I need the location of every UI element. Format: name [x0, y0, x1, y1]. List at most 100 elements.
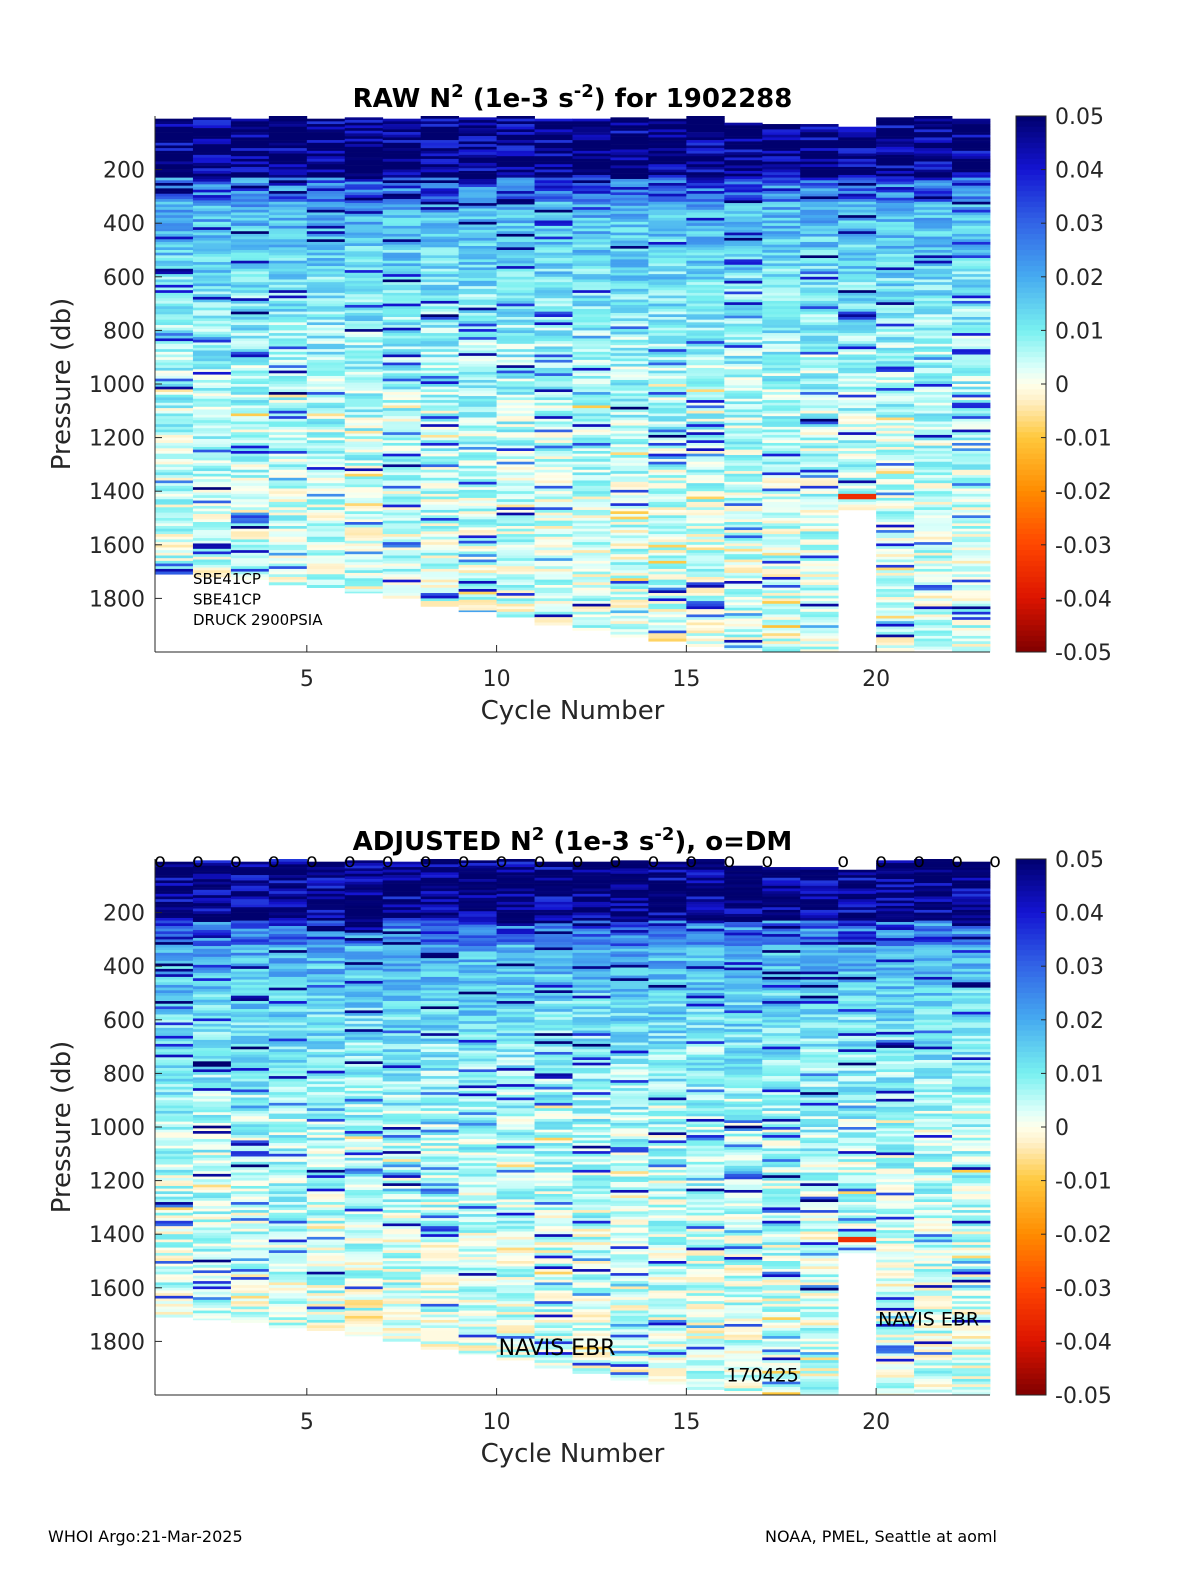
heatmap-cell — [420, 413, 460, 417]
heatmap-cell — [496, 212, 535, 216]
heatmap-cell — [496, 496, 535, 500]
heatmap-cell — [952, 598, 991, 602]
heatmap-cell — [572, 209, 611, 213]
heatmap-cell — [192, 1281, 232, 1285]
heatmap-cell — [192, 970, 232, 974]
heatmap-cell — [420, 520, 460, 524]
heatmap-cell — [572, 231, 611, 235]
heatmap-cell — [724, 516, 763, 520]
heatmap-cell — [610, 524, 649, 528]
heatmap-cell — [306, 142, 346, 146]
heatmap-cell — [572, 295, 611, 299]
heatmap-cell — [268, 1274, 308, 1278]
colorbar-swatch — [1016, 453, 1046, 460]
heatmap-cell — [762, 534, 801, 538]
heatmap-cell — [192, 1106, 232, 1110]
heatmap-cell — [686, 475, 725, 479]
heatmap-cell — [230, 357, 270, 361]
heatmap-cell — [724, 513, 763, 517]
heatmap-cell — [534, 518, 573, 521]
heatmap-cell — [155, 239, 194, 243]
heatmap-cell — [724, 398, 763, 402]
heatmap-cell — [610, 457, 649, 461]
heatmap-cell — [838, 287, 877, 291]
heatmap-cell — [268, 875, 308, 879]
heatmap-cell — [800, 512, 839, 516]
heatmap-cell — [344, 457, 384, 461]
heatmap-cell — [724, 216, 763, 220]
heatmap-cell — [496, 475, 535, 479]
heatmap-cell — [230, 877, 270, 881]
heatmap-cell — [572, 263, 611, 267]
heatmap-cell — [268, 134, 308, 138]
heatmap-cell — [420, 244, 460, 248]
heatmap-cell — [192, 393, 232, 397]
heatmap-cell — [306, 236, 346, 240]
heatmap-cell — [610, 334, 649, 338]
heatmap-cell — [230, 118, 270, 122]
heatmap-cell — [800, 576, 839, 580]
heatmap-cell — [610, 154, 649, 158]
heatmap-cell — [306, 183, 346, 186]
heatmap-cell — [458, 503, 497, 507]
heatmap-cell — [800, 266, 839, 270]
heatmap-cell — [534, 274, 573, 278]
heatmap-cell — [268, 1070, 308, 1074]
heatmap-cell — [155, 121, 194, 125]
heatmap-cell — [344, 264, 384, 268]
heatmap-cell — [800, 451, 839, 454]
heatmap-cell — [762, 617, 801, 621]
heatmap-cell — [496, 373, 535, 377]
heatmap-cell — [724, 264, 763, 268]
heatmap-cell — [534, 241, 573, 245]
heatmap-cell — [648, 231, 687, 235]
heatmap-cell — [686, 303, 725, 307]
heatmap-cell — [800, 598, 839, 602]
heatmap-cell — [192, 1163, 232, 1167]
heatmap-cell — [268, 1100, 308, 1104]
heatmap-cell — [382, 485, 422, 489]
heatmap-cell — [534, 410, 573, 414]
heatmap-cell — [344, 195, 384, 199]
heatmap-cell — [648, 499, 687, 503]
heatmap-cell — [572, 418, 611, 422]
heatmap-cell — [648, 166, 687, 170]
heatmap-cell — [724, 318, 763, 322]
heatmap-cell — [800, 158, 839, 162]
heatmap-cell — [458, 455, 497, 458]
heatmap-cell — [230, 279, 270, 283]
heatmap-cell — [306, 453, 346, 457]
heatmap-cell — [382, 418, 422, 422]
heatmap-cell — [534, 491, 573, 495]
heatmap-cell — [800, 555, 839, 559]
heatmap-cell — [155, 883, 194, 887]
heatmap-cell — [344, 211, 384, 215]
heatmap-cell — [648, 357, 687, 361]
heatmap-cell — [534, 515, 573, 519]
heatmap-cell — [192, 551, 232, 555]
heatmap-cell — [155, 1279, 194, 1283]
heatmap-cell — [192, 500, 232, 504]
heatmap-cell — [686, 172, 725, 176]
heatmap-cell — [382, 536, 422, 540]
heatmap-cell — [192, 278, 232, 282]
heatmap-cell — [572, 183, 611, 186]
heatmap-cell — [876, 321, 915, 324]
heatmap-cell — [420, 335, 460, 339]
heatmap-cell — [534, 461, 573, 465]
heatmap-cell — [192, 892, 232, 896]
heatmap-cell — [914, 201, 953, 205]
heatmap-cell — [230, 1065, 270, 1069]
heatmap-cell — [344, 254, 384, 257]
heatmap-cell — [344, 192, 384, 196]
heatmap-cell — [344, 583, 384, 587]
heatmap-cell — [420, 124, 460, 128]
heatmap-cell — [800, 587, 839, 591]
heatmap-cell — [876, 637, 915, 641]
heatmap-cell — [268, 266, 308, 270]
heatmap-cell — [572, 424, 611, 428]
heatmap-cell — [458, 463, 497, 467]
heatmap-cell — [572, 330, 611, 334]
heatmap-cell — [800, 330, 839, 334]
heatmap-cell — [610, 288, 649, 292]
